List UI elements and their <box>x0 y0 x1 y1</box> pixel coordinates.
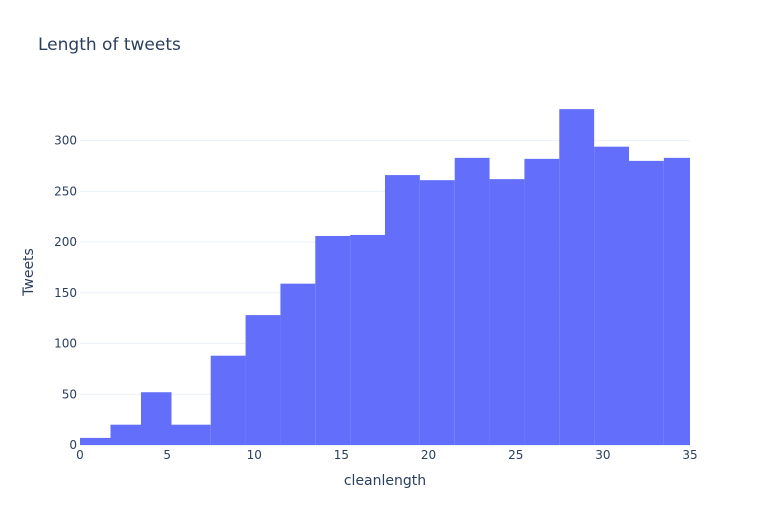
x-tick-label: 0 <box>76 448 84 462</box>
histogram-bar <box>110 424 141 445</box>
y-tick-label: 250 <box>54 184 77 198</box>
x-tick-label: 20 <box>421 448 436 462</box>
histogram-bar <box>171 424 211 445</box>
histogram-bar <box>663 157 690 445</box>
y-tick-label: 300 <box>54 134 77 148</box>
y-tick-label: 200 <box>54 235 77 249</box>
histogram-bar <box>454 157 490 445</box>
x-tick-label: 35 <box>682 448 697 462</box>
y-axis-ticks: 0 50 100 150 200 250 300 <box>54 134 77 452</box>
y-tick-label: 50 <box>62 387 77 401</box>
histogram-bar <box>350 234 385 445</box>
histogram-bar <box>594 146 629 446</box>
histogram-bar <box>280 283 316 445</box>
x-axis-title: cleanlength <box>344 473 426 489</box>
histogram-bar <box>419 180 455 446</box>
histogram-bar <box>80 437 111 445</box>
x-tick-label: 15 <box>334 448 349 462</box>
histogram-bar <box>489 179 525 445</box>
y-tick-label: 100 <box>54 337 77 351</box>
histogram-bar <box>629 160 664 445</box>
histogram-bar <box>524 158 560 445</box>
histogram-bar <box>141 392 172 445</box>
y-axis-title: Tweets <box>21 248 37 297</box>
bars <box>80 109 690 446</box>
x-tick-label: 30 <box>595 448 610 462</box>
x-axis-ticks: 0 5 10 15 20 25 30 35 <box>76 448 697 462</box>
x-tick-label: 5 <box>163 448 171 462</box>
x-tick-label: 10 <box>247 448 262 462</box>
histogram-bar <box>385 175 420 445</box>
histogram-bar <box>315 235 351 445</box>
histogram-bar <box>210 355 246 445</box>
x-tick-label: 25 <box>508 448 523 462</box>
y-tick-label: 150 <box>54 286 77 300</box>
histogram-bar <box>245 315 281 445</box>
y-tick-label: 0 <box>69 438 77 452</box>
histogram-bar <box>559 109 595 445</box>
chart-title: Length of tweets <box>38 35 181 55</box>
